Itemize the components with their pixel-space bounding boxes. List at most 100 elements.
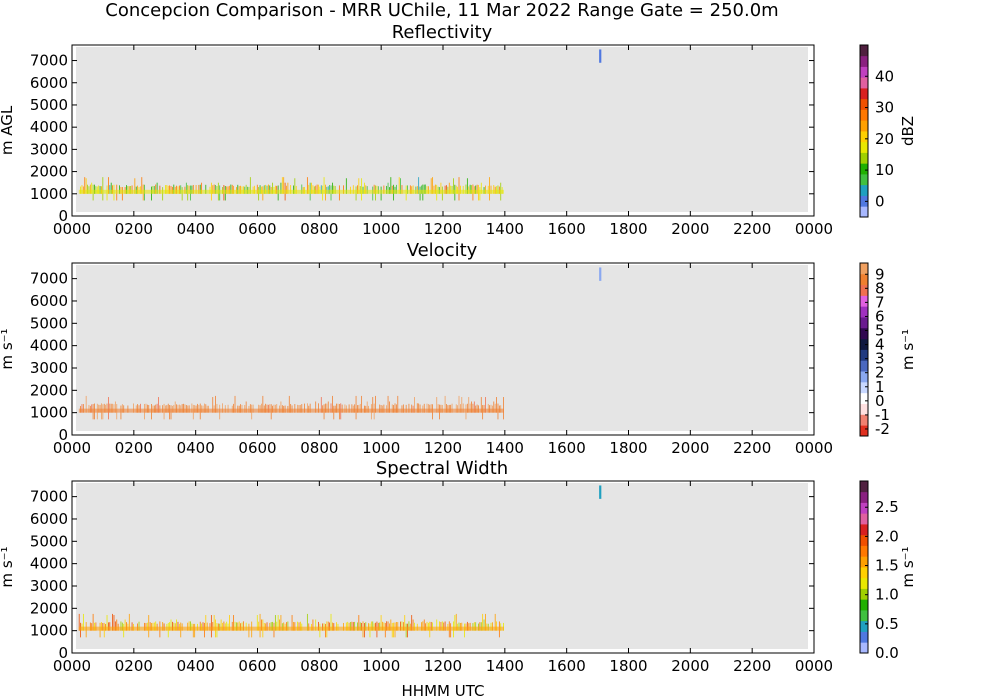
x-tick-label: 1000 [362, 220, 400, 238]
x-tick-label: 0400 [177, 657, 215, 675]
data-cell [293, 621, 294, 631]
x-tick-label: 1800 [609, 220, 647, 238]
x-ticks: 0000 0200 0400 0600 0800 1000 1200 1400 1600 1800… [53, 263, 833, 457]
data-cell [480, 397, 482, 413]
x-tick-label: 0400 [177, 439, 215, 457]
data-cell [272, 182, 273, 194]
data-cell [188, 621, 190, 631]
colorbar-tick-label: 20 [875, 130, 894, 148]
data-cell [471, 401, 472, 413]
data-cell [455, 185, 457, 194]
data-cell [121, 404, 123, 413]
colorbar-label: m s⁻¹ [899, 546, 917, 587]
data-cell [165, 185, 166, 194]
data-cell [94, 184, 95, 194]
data-cell [270, 622, 272, 631]
data-cell [411, 615, 413, 631]
data-cell [81, 404, 83, 413]
data-cell [169, 185, 171, 194]
data-cell [213, 615, 215, 631]
data-cell [137, 185, 139, 194]
colorbar-tick-label: 3 [875, 350, 885, 368]
data-cell [373, 184, 375, 194]
data-cell [119, 185, 120, 194]
data-cell [421, 622, 422, 631]
data-cell [351, 404, 353, 413]
data-cell [89, 184, 91, 194]
data-cell [84, 177, 86, 194]
data-cell [503, 397, 504, 420]
data-cell [252, 404, 254, 413]
colorbar-tick-label: 1.5 [875, 557, 899, 575]
colorbar-tick-label: 0.0 [875, 644, 899, 662]
y-ticks: 0 1000 2000 3000 4000 5000 6000 7000 [30, 488, 814, 662]
data-cell [391, 404, 393, 413]
y-tick-label: 5000 [30, 314, 68, 332]
y-tick-label: 0 [58, 207, 68, 225]
data-cell [133, 403, 134, 413]
data-cell [215, 184, 216, 194]
panel-title: Velocity [407, 240, 478, 261]
colorbar-segment [860, 610, 868, 622]
data-cell [379, 404, 381, 413]
data-cell [315, 619, 317, 631]
y-tick-label: 4000 [30, 555, 68, 573]
data-cell [366, 401, 368, 413]
colorbar-segment [860, 481, 868, 493]
data-cell [329, 622, 331, 631]
data-cell [121, 622, 123, 631]
y-tick-label: 1000 [30, 185, 68, 203]
x-tick-label: 0000 [53, 220, 91, 238]
data-cell [485, 397, 486, 413]
data-cell [423, 619, 425, 631]
data-cell [493, 401, 495, 413]
data-cell [198, 184, 200, 194]
data-cell [173, 184, 175, 194]
colorbar-segment [860, 524, 868, 536]
data-cell [301, 404, 303, 413]
data-cell [266, 185, 268, 194]
data-cell [262, 395, 264, 413]
data-cell [358, 615, 360, 631]
data-cell [199, 184, 201, 194]
data-cell [480, 182, 482, 194]
data-cell [354, 404, 356, 413]
data-cell [390, 177, 392, 194]
y-tick-label: 3000 [30, 359, 68, 377]
data-cell [494, 613, 496, 631]
data-cell [423, 184, 425, 194]
data-cell [325, 403, 326, 413]
data-cell [458, 622, 460, 631]
data-cell [480, 622, 482, 631]
data-cell [354, 621, 356, 631]
data-cell [101, 622, 102, 631]
data-cell [166, 185, 168, 194]
data-cell [357, 185, 358, 194]
sparse-echo [599, 49, 602, 63]
data-cell [357, 622, 358, 631]
data-cell [106, 615, 108, 631]
data-cell [233, 615, 235, 631]
x-tick-label: 1200 [424, 439, 462, 457]
data-cell [333, 185, 335, 194]
data-cell [287, 182, 289, 194]
data-cell [216, 403, 218, 413]
data-cell [485, 613, 486, 631]
x-tick-label: 1600 [548, 220, 586, 238]
colorbar-segment [860, 556, 868, 568]
data-cell [430, 404, 432, 413]
colorbar-tick-label: 1.0 [875, 586, 899, 604]
data-cell [109, 622, 111, 631]
data-cell [156, 182, 158, 194]
x-tick-label: 2000 [671, 220, 709, 238]
y-tick-label: 0 [58, 426, 68, 444]
x-tick-label: 0200 [115, 439, 153, 457]
data-cell [180, 185, 182, 194]
data-cell [460, 185, 461, 194]
panel-title: Spectral Width [376, 458, 508, 479]
data-cell [231, 184, 233, 194]
data-coverage-area [76, 483, 808, 649]
y-tick-label: 7000 [30, 488, 68, 506]
